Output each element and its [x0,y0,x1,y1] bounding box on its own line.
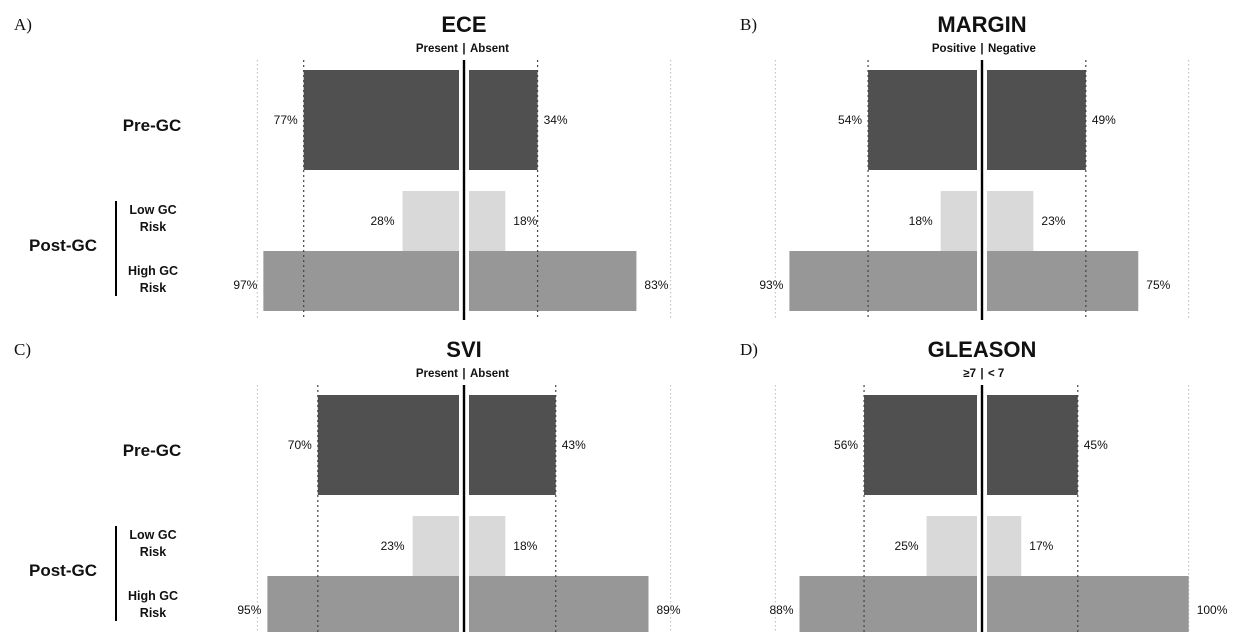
panel-ece: ECE Present | Absent A) 77% 34% 28% 18% 97% 83% Pre… [14,12,672,320]
data-label-pre-gc-right: 34% [544,113,568,127]
data-label-pre-gc-right: 43% [562,438,586,452]
bar-pre-gc-left [864,395,977,495]
left-group-label: Present [416,43,458,55]
bar-pre-gc-left [868,70,977,170]
panel-title: SVI [446,337,481,362]
panel-letter: B) [740,15,757,34]
right-group-label: Negative [988,43,1036,55]
bar-low-gc-risk-left [926,516,977,576]
data-label-high-gc-risk-right: 89% [657,603,681,617]
left-group-label: Present [416,368,458,380]
right-group-label: Absent [470,368,509,380]
data-label-high-gc-risk-left: 97% [233,278,257,292]
panel-title: ECE [441,12,486,37]
data-label-pre-gc-left: 54% [838,113,862,127]
left-group-label: ≥7 [963,368,976,380]
bar-low-gc-risk-right [469,516,506,576]
bar-low-gc-risk-left [940,191,977,251]
panel-margin: MARGIN Positive | Negative B) 54% 49% 18% 23% 93%… [740,12,1190,320]
row-label-low-gc-risk-line2: Risk [140,545,166,559]
panel-gleason: GLEASON ≥7 | < 7 D) 56% 45% 25% 17% 88% 100% [740,337,1228,632]
bar-high-gc-risk-right [469,251,637,311]
group-separator: | [980,43,983,55]
panel-letter: C) [14,340,31,359]
data-label-pre-gc-right: 49% [1092,113,1116,127]
bar-pre-gc-right [469,70,538,170]
group-separator: | [462,43,465,55]
bar-pre-gc-left [317,395,459,495]
bar-pre-gc-left [303,70,459,170]
bar-pre-gc-right [987,70,1086,170]
row-label-pre-gc: Pre-GC [123,116,182,135]
data-label-pre-gc-left: 56% [834,438,858,452]
row-label-low-gc-risk-line2: Risk [140,220,166,234]
right-group-label: < 7 [988,368,1004,380]
row-label-high-gc-risk-line2: Risk [140,281,166,295]
right-group-label: Absent [470,43,509,55]
bar-low-gc-risk-right [469,191,506,251]
bar-low-gc-risk-left [412,516,459,576]
left-group-label: Positive [932,43,976,55]
data-label-pre-gc-left: 70% [288,438,312,452]
data-label-low-gc-risk-right: 23% [1041,214,1065,228]
bar-high-gc-risk-left [789,251,977,311]
bar-high-gc-risk-left [267,576,459,632]
data-label-low-gc-risk-right: 18% [513,214,537,228]
bar-high-gc-risk-left [799,576,977,632]
bar-pre-gc-right [987,395,1078,495]
row-label-post-gc: Post-GC [29,236,97,255]
data-label-low-gc-risk-left: 25% [895,539,919,553]
row-label-high-gc-risk-line1: High GC [128,264,178,278]
bar-high-gc-risk-right [987,251,1139,311]
data-label-low-gc-risk-right: 18% [513,539,537,553]
data-label-pre-gc-right: 45% [1084,438,1108,452]
panel-svi: SVI Present | Absent C) 70% 43% 23% 18% 95% 89% Pre… [14,337,681,632]
row-label-post-gc: Post-GC [29,561,97,580]
data-label-low-gc-risk-left: 28% [370,214,394,228]
data-label-high-gc-risk-right: 83% [644,278,668,292]
row-label-low-gc-risk-line1: Low GC [129,528,176,542]
data-label-high-gc-risk-left: 93% [759,278,783,292]
data-label-low-gc-risk-left: 18% [909,214,933,228]
bar-pre-gc-right [469,395,556,495]
bar-high-gc-risk-right [987,576,1189,632]
panel-letter: D) [740,340,758,359]
data-label-high-gc-risk-left: 95% [237,603,261,617]
data-label-low-gc-risk-right: 17% [1029,539,1053,553]
data-label-low-gc-risk-left: 23% [381,539,405,553]
row-label-pre-gc: Pre-GC [123,441,182,460]
panel-letter: A) [14,15,32,34]
row-label-high-gc-risk-line1: High GC [128,589,178,603]
bar-high-gc-risk-right [469,576,649,632]
data-label-high-gc-risk-right: 100% [1197,603,1228,617]
row-label-high-gc-risk-line2: Risk [140,606,166,620]
bar-low-gc-risk-right [987,191,1034,251]
data-label-high-gc-risk-right: 75% [1146,278,1170,292]
data-label-pre-gc-left: 77% [274,113,298,127]
panel-title: GLEASON [928,337,1037,362]
bar-low-gc-risk-left [402,191,459,251]
bar-low-gc-risk-right [987,516,1022,576]
group-separator: | [980,368,983,380]
bar-high-gc-risk-left [263,251,459,311]
panel-title: MARGIN [937,12,1026,37]
row-label-low-gc-risk-line1: Low GC [129,203,176,217]
data-label-high-gc-risk-left: 88% [769,603,793,617]
group-separator: | [462,368,465,380]
